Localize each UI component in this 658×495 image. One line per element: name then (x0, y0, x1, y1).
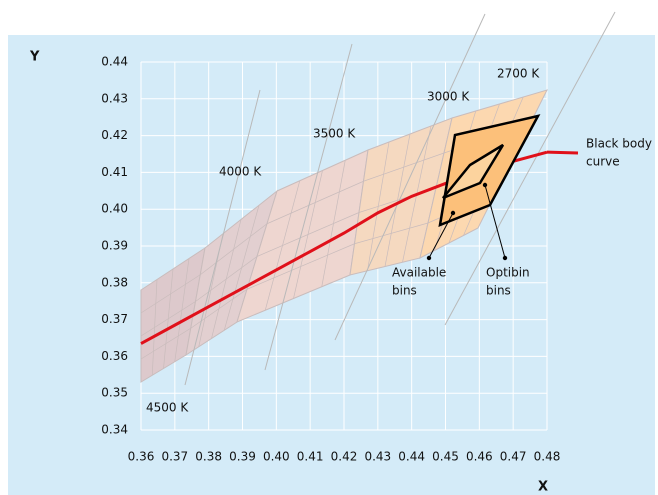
x-tick-label: 0.48 (534, 450, 561, 464)
region-label: 2700 K (497, 67, 540, 81)
bin-division (223, 205, 260, 331)
x-tick-label: 0.43 (364, 450, 391, 464)
bin-division (246, 243, 355, 290)
bin-division (190, 288, 248, 329)
optibin-bins (442, 143, 505, 200)
region-label: 4000 K (219, 165, 262, 179)
legend-leader (546, 150, 579, 155)
annotation: bins (392, 284, 417, 298)
y-axis-label: Y (29, 50, 40, 65)
x-tick-label: 0.47 (500, 450, 527, 464)
y-tick-label: 0.36 (101, 349, 128, 363)
bin-division (195, 256, 258, 302)
y-tick-label: 0.37 (101, 312, 128, 326)
region-label: 4500 K (146, 401, 189, 415)
leader (484, 184, 506, 259)
bin-division (140, 327, 191, 360)
y-tick-label: 0.35 (101, 386, 128, 400)
leader-dot (426, 255, 432, 261)
x-tick-label: 0.46 (466, 450, 493, 464)
x-axis-label: X (538, 480, 548, 495)
region-label: 3500 K (313, 127, 356, 141)
bin-division (256, 212, 360, 257)
x-tick-label: 0.36 (128, 450, 155, 464)
bin-division (174, 258, 190, 362)
iso-lines (184, 11, 616, 386)
x-tick-label: 0.38 (195, 450, 222, 464)
y-tick-label: 0.40 (101, 202, 128, 216)
leader (428, 212, 454, 259)
iso-line (334, 13, 486, 341)
legend-label: curve (586, 155, 620, 169)
leader-dot (450, 210, 456, 216)
y-tick-label: 0.39 (101, 239, 128, 253)
legend-label: Black body (586, 137, 652, 151)
x-tick-label: 0.37 (161, 450, 188, 464)
x-tick-label: 0.44 (398, 450, 425, 464)
x-tick-label: 0.40 (263, 450, 290, 464)
x-tick-label: 0.45 (432, 450, 459, 464)
annotation: bins (486, 284, 511, 298)
y-tick-label: 0.43 (101, 91, 128, 105)
x-tick-label: 0.41 (297, 450, 324, 464)
iso-line (184, 89, 261, 386)
region-label: 3000 K (427, 90, 470, 104)
x-tick-label: 0.39 (229, 450, 256, 464)
y-tick-label: 0.44 (101, 55, 128, 69)
x-tick-label: 0.42 (331, 450, 358, 464)
bin-division (321, 160, 346, 287)
annotation: Available (392, 266, 446, 280)
annotation: Optibin (486, 266, 530, 280)
y-tick-label: 0.42 (101, 128, 128, 142)
leader-dot (482, 182, 488, 188)
leader-dot (502, 255, 508, 261)
y-tick-label: 0.38 (101, 275, 128, 289)
y-tick-label: 0.41 (101, 165, 128, 179)
iso-line (264, 43, 353, 371)
bin-division (140, 301, 196, 337)
y-tick-label: 0.34 (101, 423, 128, 437)
bin-division (354, 222, 429, 245)
iso-line (444, 11, 616, 326)
